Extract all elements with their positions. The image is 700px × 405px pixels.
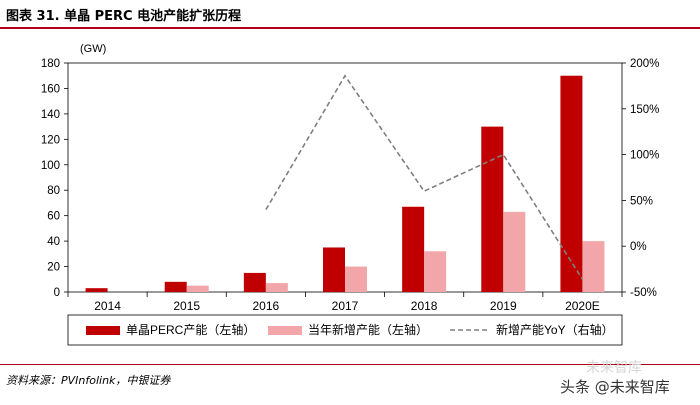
bar-perc-capacity bbox=[402, 206, 425, 292]
bar-perc-capacity bbox=[243, 272, 266, 292]
y-left-tick-label: 40 bbox=[47, 236, 60, 248]
footer-divider bbox=[0, 364, 700, 365]
bar-new-capacity bbox=[503, 211, 526, 292]
legend-swatch-perc bbox=[86, 326, 120, 335]
y-left-tick-label: 180 bbox=[41, 58, 60, 70]
y-right-tick-label: 100% bbox=[630, 150, 659, 162]
y-left-tick-label: 140 bbox=[41, 109, 60, 121]
y-right-tick-label: 150% bbox=[630, 104, 659, 116]
y-left-tick-label: 160 bbox=[41, 83, 60, 95]
chart-line bbox=[265, 74, 584, 280]
y-right-tick-label: -50% bbox=[630, 287, 657, 299]
bar-new-capacity bbox=[582, 241, 605, 292]
x-tick-label: 2016 bbox=[253, 299, 280, 313]
bar-perc-capacity bbox=[323, 247, 345, 292]
legend-label: 新增产能YoY（右轴） bbox=[496, 322, 614, 337]
bar-new-capacity bbox=[265, 283, 288, 292]
watermark-bottom: 头条 @未来智库 bbox=[560, 378, 670, 396]
x-tick-labels: 2014 2015 2016 2017 2018 2019 2020E bbox=[94, 299, 600, 313]
bar-perc-capacity bbox=[560, 75, 583, 292]
title-divider bbox=[0, 27, 700, 29]
watermark-top: 未来智库 bbox=[586, 360, 642, 376]
x-tick-label: 2015 bbox=[173, 299, 200, 313]
y-left-tick-label: 60 bbox=[47, 211, 60, 223]
bar-perc-capacity bbox=[164, 281, 187, 292]
bar-new-capacity bbox=[424, 251, 447, 292]
chart-bars bbox=[85, 75, 605, 292]
x-tick-label: 2020E bbox=[565, 299, 600, 313]
y-right-tick-label: 200% bbox=[630, 58, 659, 70]
bar-perc-capacity bbox=[481, 126, 504, 292]
x-tick-label: 2019 bbox=[490, 299, 517, 313]
bar-new-capacity bbox=[186, 285, 209, 292]
y-left-tick-label: 100 bbox=[41, 160, 60, 172]
y-axis-unit: (GW) bbox=[80, 43, 106, 55]
chart-svg: (GW) 0 20 40 60 80 100 120 140 160 180 -50% 0% 50% 100… bbox=[41, 43, 660, 346]
legend-box bbox=[67, 314, 623, 346]
bar-new-capacity bbox=[345, 266, 367, 292]
legend-label: 单晶PERC产能（左轴） bbox=[126, 322, 255, 337]
x-tick-label: 2018 bbox=[411, 299, 438, 313]
x-tick-label: 2014 bbox=[94, 299, 121, 313]
chart-title: 图表 31. 单晶 PERC 电池产能扩张历程 bbox=[6, 9, 242, 24]
bar-perc-capacity bbox=[85, 288, 108, 292]
y-left-tick-label: 0 bbox=[54, 287, 60, 299]
chart-axes: (GW) 0 20 40 60 80 100 120 140 160 180 -50% 0% 50% 100… bbox=[41, 43, 660, 299]
line-yoy-growth bbox=[265, 74, 584, 280]
y-right-tick-label: 50% bbox=[630, 195, 653, 207]
x-tick-label: 2017 bbox=[332, 299, 359, 313]
y-left-tick-label: 20 bbox=[47, 262, 60, 274]
y-left-tick-label: 120 bbox=[41, 134, 60, 146]
y-right-tick-label: 0% bbox=[630, 241, 647, 253]
legend-swatch-new bbox=[268, 326, 302, 335]
source-note: 资料来源：PVInfolink，中银证券 bbox=[6, 374, 171, 387]
y-left-tick-label: 80 bbox=[47, 185, 60, 197]
chart-legend: 单晶PERC产能（左轴） 当年新增产能（左轴） 新增产能YoY（右轴） bbox=[67, 314, 623, 346]
legend-label: 当年新增产能（左轴） bbox=[308, 322, 428, 337]
